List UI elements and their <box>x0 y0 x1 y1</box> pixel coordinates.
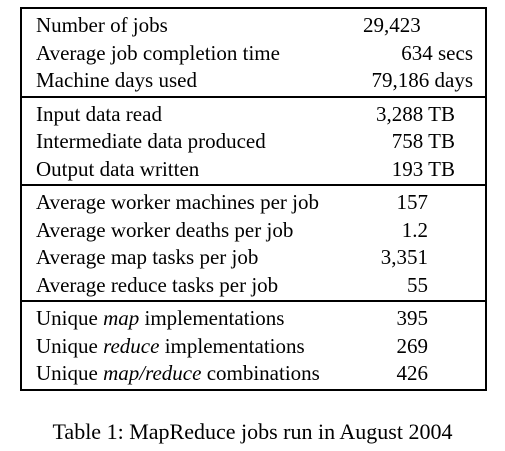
row-value: 79,186 days <box>371 68 474 92</box>
table-row: Unique reduce implementations 269 <box>22 333 485 361</box>
row-label: Intermediate data produced <box>36 129 266 153</box>
row-label: Machine days used <box>36 68 197 92</box>
label-emphasis: map/reduce <box>103 361 202 385</box>
label-text: Unique <box>36 333 104 358</box>
row-value: 634 secs <box>401 40 473 65</box>
table-row: Average job completion time 634 secs <box>22 40 485 68</box>
row-label: Unique map implementations <box>36 305 284 333</box>
row-label: Average job completion time <box>36 40 280 65</box>
row-value: 269 <box>396 333 429 358</box>
table-row: Average map tasks per job 3,351 <box>22 244 485 272</box>
table-section-implementations: Unique map implementations 395 Unique re… <box>22 300 485 389</box>
table-section-data: Input data read 3,288 TB Intermediate da… <box>22 95 485 185</box>
row-value: 3,288 TB <box>376 101 455 126</box>
table-caption: Table 1: MapReduce jobs run in August 20… <box>52 419 453 444</box>
label-emphasis: map <box>103 306 140 330</box>
row-value: 29,423 <box>363 13 421 37</box>
table-row: Average worker deaths per job 1.2 <box>22 217 485 245</box>
row-label: Number of jobs <box>36 13 168 37</box>
row-value: 3,351 <box>380 245 428 269</box>
row-value: 193 TB <box>391 156 455 181</box>
row-label: Output data written <box>36 156 200 181</box>
table-section-jobs: Number of jobs 29,423 Average job comple… <box>22 9 485 96</box>
label-text: Unique <box>36 361 104 385</box>
label-text: implementations <box>159 333 305 358</box>
table-row: Number of jobs 29,423 <box>22 12 485 40</box>
row-value: 758 TB <box>391 129 455 153</box>
row-label: Unique reduce implementations <box>36 333 305 361</box>
label-text: implementations <box>139 306 285 330</box>
row-label: Average map tasks per job <box>36 245 259 269</box>
table-row: Average worker machines per job 157 <box>22 189 485 217</box>
table-row: Average reduce tasks per job 55 <box>22 272 485 300</box>
row-value: 55 <box>407 272 428 297</box>
row-label: Input data read <box>36 101 162 126</box>
mapreduce-stats-table: Number of jobs 29,423 Average job comple… <box>20 7 487 391</box>
table-row: Input data read 3,288 TB <box>22 101 485 129</box>
table-row: Unique map/reduce combinations 426 <box>22 360 485 388</box>
label-text: combinations <box>201 361 320 385</box>
table-row: Unique map implementations 395 <box>22 305 485 333</box>
row-value: 395 <box>396 306 429 330</box>
table-section-workers: Average worker machines per job 157 Aver… <box>22 184 485 300</box>
row-value: 157 <box>396 190 429 214</box>
row-value: 1.2 <box>401 217 428 242</box>
table-row: Machine days used 79,186 days <box>22 67 485 95</box>
row-label: Unique map/reduce combinations <box>36 360 320 388</box>
label-text: Unique <box>36 306 104 330</box>
row-value: 426 <box>396 361 429 385</box>
row-label: Average worker machines per job <box>36 190 319 214</box>
table-row: Intermediate data produced 758 TB <box>22 128 485 156</box>
row-label: Average worker deaths per job <box>36 217 294 242</box>
label-emphasis: reduce <box>103 333 160 358</box>
row-label: Average reduce tasks per job <box>36 272 279 297</box>
table-row: Output data written 193 TB <box>22 156 485 184</box>
